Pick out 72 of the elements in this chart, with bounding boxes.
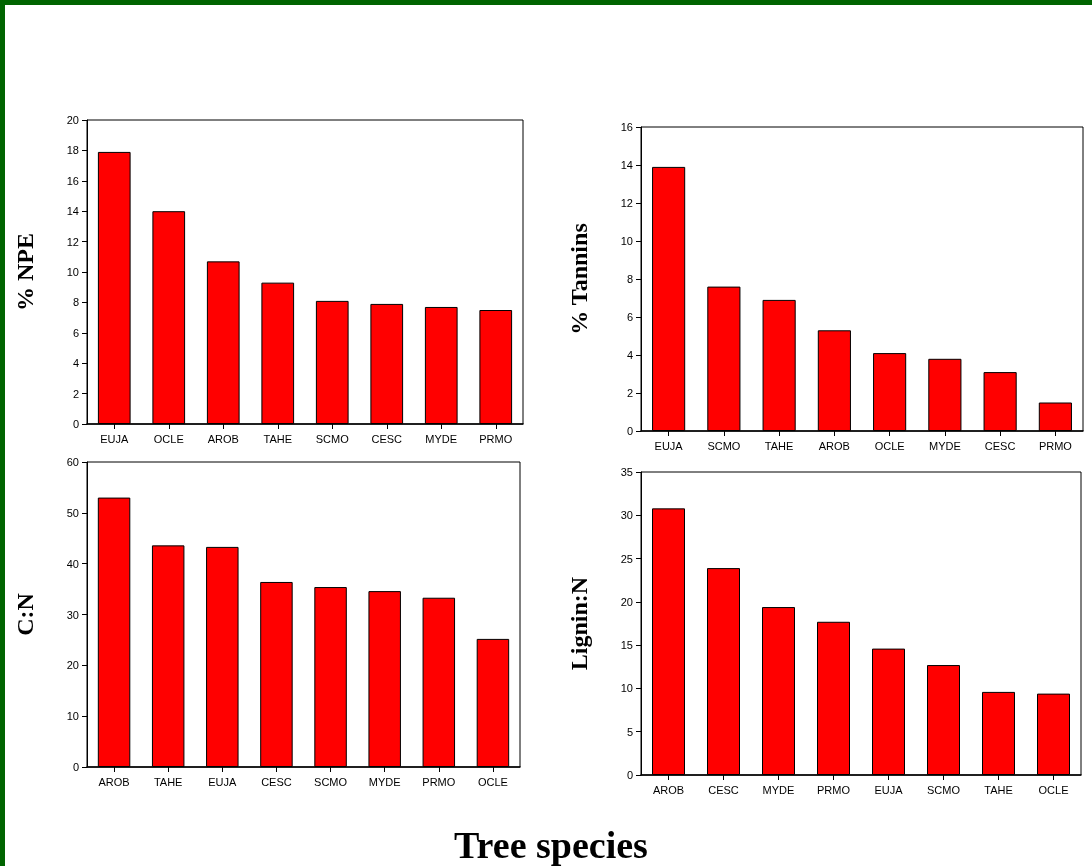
x-tick-label: MYDE: [368, 775, 401, 788]
y-axis-title: % Tannins: [566, 223, 592, 335]
x-tick-label: PRMO: [1038, 439, 1073, 452]
y-tick-label: 30: [66, 608, 79, 621]
x-tick-label: SCMO: [314, 775, 348, 788]
y-tick-label: 40: [66, 557, 79, 570]
x-tick-label: AROB: [652, 783, 685, 796]
x-tick-label: PRMO: [422, 775, 456, 788]
x-tick-label: SCMO: [927, 783, 961, 796]
x-tick-label: TAHE: [764, 439, 794, 452]
x-tick-label: AROB: [207, 432, 239, 445]
y-tick-label: 20: [66, 114, 79, 126]
y-tick-label: 10: [620, 235, 633, 247]
y-tick-label: 20: [66, 659, 79, 672]
x-tick-label: AROB: [98, 775, 130, 788]
y-tick-label: 16: [66, 174, 79, 187]
y-axis-title: Lignin:N: [566, 576, 592, 671]
x-tick-label: CESC: [708, 783, 739, 796]
x-tick-label: SCMO: [707, 439, 741, 452]
y-axis-title: C:N: [12, 592, 38, 636]
y-tick-label: 6: [72, 326, 79, 339]
x-axis-title: Tree species: [453, 823, 649, 866]
x-tick-label: OCLE: [874, 439, 905, 452]
x-tick-label: TAHE: [153, 775, 183, 788]
y-tick-label: 10: [620, 682, 633, 695]
y-tick-label: 14: [66, 205, 79, 218]
y-tick-label: 50: [66, 506, 79, 519]
x-tick-label: TAHE: [984, 783, 1013, 796]
y-tick-label: 20: [620, 595, 633, 608]
y-tick-label: 14: [620, 159, 633, 171]
y-tick-label: 8: [72, 296, 79, 309]
x-tick-label: MYDE: [928, 439, 961, 452]
x-tick-label: EUJA: [100, 432, 129, 445]
y-tick-label: 60: [66, 456, 79, 468]
x-tick-label: MYDE: [425, 432, 458, 445]
x-tick-label: OCLE: [153, 432, 184, 445]
y-tick-label: 12: [66, 235, 79, 248]
y-tick-label: 12: [620, 197, 633, 209]
x-tick-label: CESC: [371, 432, 403, 445]
y-tick-label: 2: [626, 387, 633, 399]
x-tick-label: PRMO: [817, 783, 851, 796]
x-tick-label: MYDE: [762, 783, 795, 796]
x-tick-label: EUJA: [874, 783, 904, 796]
y-tick-label: 15: [620, 639, 633, 652]
x-tick-label: CESC: [261, 775, 292, 788]
y-tick-label: 30: [620, 509, 633, 522]
x-tick-label: TAHE: [263, 432, 293, 445]
y-tick-label: 35: [620, 466, 633, 478]
x-tick-label: OCLE: [477, 775, 508, 788]
y-tick-label: 16: [620, 121, 633, 133]
y-tick-label: 5: [626, 725, 633, 738]
x-tick-label: EUJA: [208, 775, 238, 788]
x-tick-label: OCLE: [1038, 783, 1069, 796]
y-tick-label: 18: [66, 144, 79, 157]
y-tick-label: 6: [626, 311, 633, 323]
y-tick-label: 8: [626, 273, 633, 285]
x-tick-label: CESC: [984, 439, 1016, 452]
x-tick-label: EUJA: [654, 439, 684, 452]
y-tick-label: 0: [626, 425, 633, 437]
y-tick-label: 25: [620, 552, 633, 565]
y-tick-label: 0: [72, 761, 79, 773]
x-tick-label: PRMO: [479, 432, 513, 445]
y-tick-label: 4: [72, 357, 79, 370]
x-tick-label: SCMO: [315, 432, 350, 445]
y-tick-label: 0: [72, 418, 79, 430]
x-tick-label: AROB: [818, 439, 850, 452]
y-tick-label: 10: [66, 266, 79, 278]
y-tick-label: 2: [72, 387, 79, 400]
y-axis-title: % NPE: [12, 233, 38, 311]
y-tick-label: 0: [626, 769, 633, 781]
y-tick-label: 4: [626, 349, 633, 361]
y-tick-label: 10: [66, 710, 79, 723]
